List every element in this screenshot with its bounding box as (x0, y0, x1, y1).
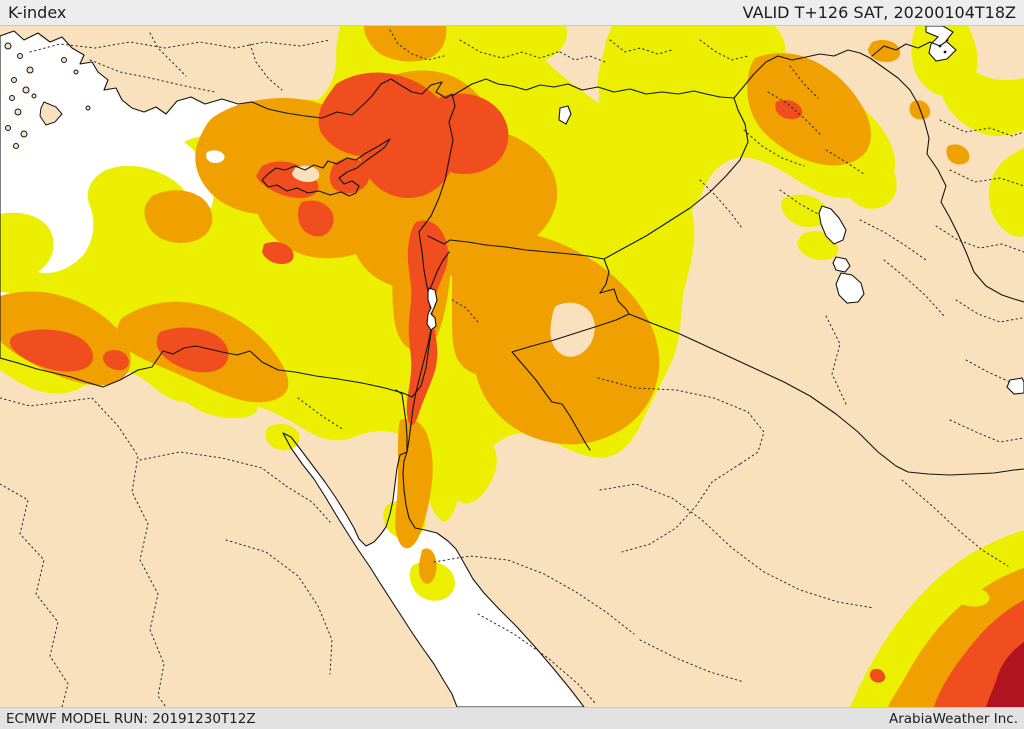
brand-label: ArabiaWeather Inc. (888, 710, 1018, 727)
model-run-label: ECMWF MODEL RUN: 20191230T12Z (6, 710, 256, 727)
aegean-islands (4, 42, 91, 149)
parameter-title: K-index (8, 3, 67, 22)
country-borders (395, 39, 1024, 476)
admin-boundaries (0, 29, 1024, 707)
valid-time-label: VALID T+126 SAT, 20200104T18Z (742, 3, 1016, 22)
map-area (0, 26, 1024, 707)
lakes (426, 26, 1024, 395)
header-bar: K-index VALID T+126 SAT, 20200104T18Z (0, 0, 1024, 26)
footer-bar: ECMWF MODEL RUN: 20191230T12Z ArabiaWeat… (0, 707, 1024, 729)
weather-map (0, 26, 1024, 707)
